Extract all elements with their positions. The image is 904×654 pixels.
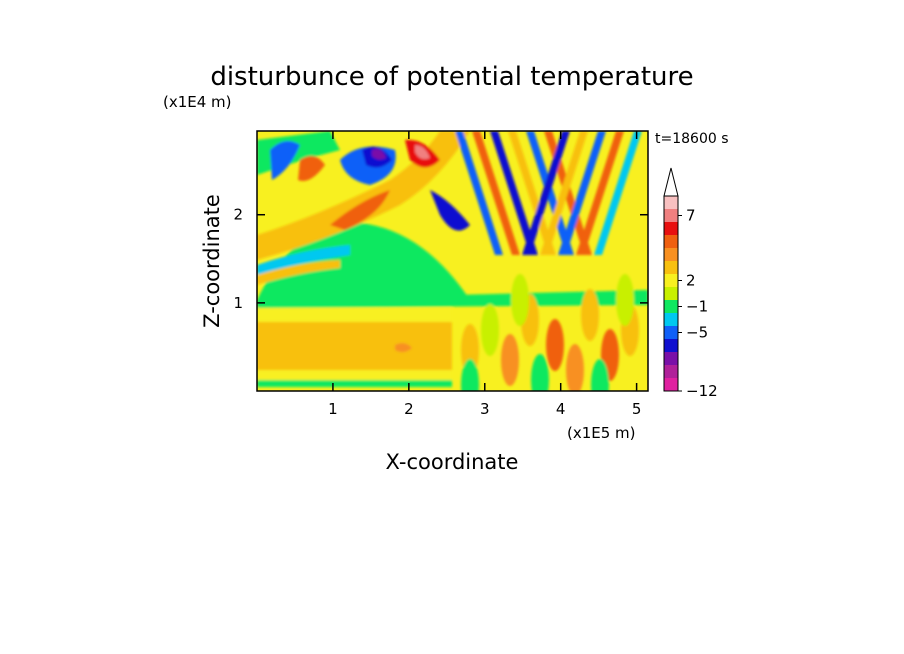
colorbar-swatch <box>664 235 678 248</box>
plot-frame <box>256 130 649 392</box>
y-axis-label: Z-coordinate <box>200 194 224 328</box>
chart-title: disturbunce of potential temperature <box>210 62 693 92</box>
x-unit-label: (x1E5 m) <box>567 424 636 442</box>
x-tick-label: 4 <box>556 400 566 418</box>
contour-blob <box>461 359 479 391</box>
colorbar-label: 7 <box>686 207 696 225</box>
colorbar: 7 2 −1 −5 −12 <box>663 167 718 400</box>
colorbar-swatch <box>664 326 678 339</box>
x-tick-label: 1 <box>328 400 338 418</box>
colorbar-swatch <box>664 339 678 352</box>
contour-region <box>257 260 340 285</box>
contour-region <box>330 190 390 230</box>
contour-region <box>270 141 300 180</box>
contour-blob <box>511 274 529 326</box>
contour-blob <box>581 289 599 341</box>
colorbar-swatch <box>664 274 678 287</box>
colorbar-label: 2 <box>686 272 696 290</box>
x-axis-label: X-coordinate <box>386 450 519 474</box>
contour-stripe <box>594 131 642 255</box>
colorbar-swatch <box>664 222 678 235</box>
contour-stripe <box>558 131 606 255</box>
x-tick-label: 2 <box>404 400 414 418</box>
colorbar-swatch <box>664 248 678 261</box>
x-tick-label: 5 <box>632 400 642 418</box>
contour-stripe <box>472 131 520 255</box>
contour-stripe <box>540 131 588 255</box>
contour-blob <box>546 319 564 371</box>
y-unit-label: (x1E4 m) <box>163 93 232 111</box>
contour-blob <box>591 359 609 391</box>
contour-blob <box>531 354 549 391</box>
contour-region <box>257 370 452 380</box>
contour-region <box>395 343 412 353</box>
contour-region <box>257 290 648 308</box>
contour-region <box>298 156 325 181</box>
colorbar-swatch <box>664 209 678 222</box>
heatmap-contours <box>257 131 648 391</box>
colorbar-swatch <box>664 300 678 313</box>
contour-stripe <box>490 131 538 255</box>
time-label: t=18600 s <box>655 131 729 147</box>
contour-stripe <box>455 131 503 255</box>
x-tick-label: 3 <box>480 400 490 418</box>
colorbar-swatch <box>664 287 678 300</box>
contour-region <box>257 380 452 387</box>
colorbar-swatch <box>664 313 678 326</box>
y-tick-label: 2 <box>233 206 243 224</box>
colorbar-swatch <box>664 365 678 378</box>
contour-stripe <box>522 131 570 255</box>
contour-region <box>430 190 470 231</box>
colorbar-swatch <box>664 378 678 391</box>
contour-blob <box>481 304 499 356</box>
contour-blob <box>566 344 584 391</box>
axis-ticks: 1 2 3 4 5 1 2 <box>233 131 648 418</box>
contour-blob <box>616 274 634 326</box>
colorbar-swatch <box>664 196 678 209</box>
colorbar-label: −12 <box>686 382 718 400</box>
colorbar-extend-arrow <box>663 167 679 197</box>
contour-region <box>415 145 430 160</box>
colorbar-label: −5 <box>686 324 708 342</box>
contour-region <box>257 245 350 275</box>
contour-region <box>372 149 386 160</box>
contour-stripe <box>576 131 624 255</box>
heatmap-field <box>257 131 648 391</box>
contour-region <box>257 308 452 322</box>
colorbar-swatch <box>664 261 678 274</box>
colorbar-label: −1 <box>686 298 708 316</box>
contour-region <box>262 330 447 362</box>
colorbar-swatch <box>664 352 678 365</box>
contour-blob <box>501 334 519 386</box>
contour-stripe <box>508 131 556 255</box>
y-tick-label: 1 <box>233 294 243 312</box>
